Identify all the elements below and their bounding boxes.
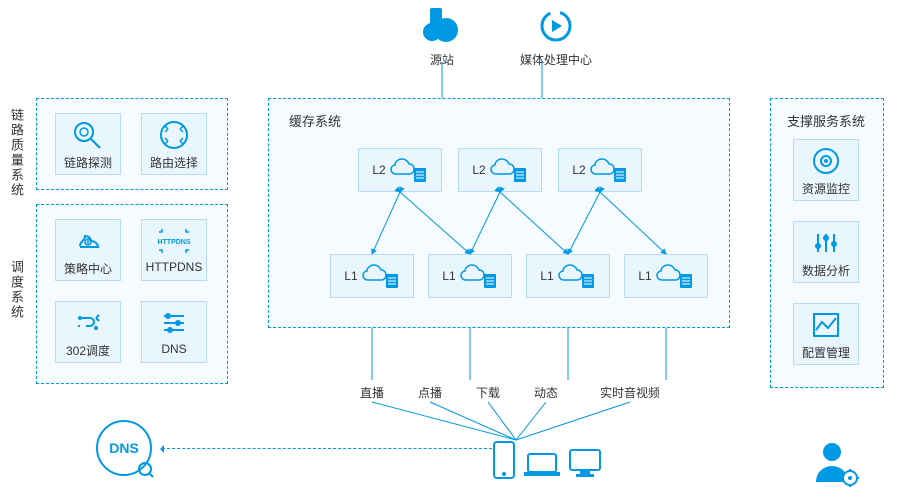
l2-node-1: L2 — [458, 148, 542, 192]
redir-icon — [56, 306, 120, 340]
quality-panel: 链路探测 路由选择 — [36, 98, 228, 190]
support-title: 支撑服务系统 — [787, 111, 865, 130]
analytics-icon — [794, 226, 858, 260]
redir-label: 302调度 — [56, 342, 120, 359]
origin-node: 源站 — [420, 6, 464, 68]
origin-label: 源站 — [420, 51, 464, 68]
l1-label: L1 — [638, 269, 651, 283]
laptop-icon — [522, 450, 562, 480]
l2-node-2: L2 — [558, 148, 642, 192]
l1-node-3: L1 — [624, 254, 708, 298]
support-panel: 支撑服务系统 资源监控 数据分析 配置管理 — [770, 98, 884, 388]
analytics-label: 数据分析 — [794, 262, 858, 279]
cache-title: 缓存系统 — [289, 111, 341, 130]
dns-icon — [142, 306, 206, 340]
l1-node-0: L1 — [330, 254, 414, 298]
httpdns-icon: HTTPDNS — [142, 224, 206, 258]
probe-icon — [56, 118, 120, 152]
desktop-icon — [568, 448, 602, 480]
monitor-label: 资源监控 — [794, 180, 858, 197]
media-label: 媒体处理中心 — [520, 51, 592, 68]
quality-system-title: 链路质量系统 — [10, 108, 26, 198]
svg-text:HTTPDNS: HTTPDNS — [157, 239, 190, 246]
config-icon — [794, 308, 858, 342]
route-icon — [142, 118, 206, 152]
config-box: 配置管理 — [793, 303, 859, 365]
svc-live: 直播 — [360, 384, 384, 401]
svc-download: 下载 — [476, 384, 500, 401]
origin-icon — [420, 6, 464, 46]
route-label: 路由选择 — [142, 154, 206, 171]
monitor-box: 资源监控 — [793, 139, 859, 201]
l2-node-0: L2 — [358, 148, 442, 192]
httpdns-label: HTTPDNS — [142, 260, 206, 274]
devices — [492, 440, 602, 480]
policy-label: 策略中心 — [56, 260, 120, 277]
svc-dynamic: 动态 — [534, 384, 558, 401]
httpdns-box: HTTPDNS HTTPDNS — [141, 219, 207, 281]
analytics-box: 数据分析 — [793, 221, 859, 283]
phone-icon — [492, 440, 516, 480]
media-center-node: 媒体处理中心 — [520, 6, 592, 68]
dns-label: DNS — [142, 342, 206, 356]
config-label: 配置管理 — [794, 344, 858, 361]
dns-circle: DNS — [96, 420, 152, 476]
policy-icon — [56, 224, 120, 258]
svc-rtc: 实时音视频 — [600, 384, 660, 401]
l2-label: L2 — [372, 163, 385, 177]
schedule-panel: 策略中心 HTTPDNS HTTPDNS 302调度 DNS — [36, 204, 228, 384]
policy-box: 策略中心 — [55, 219, 121, 281]
l1-node-2: L1 — [526, 254, 610, 298]
l2-label: L2 — [572, 163, 585, 177]
l2-label: L2 — [472, 163, 485, 177]
l1-label: L1 — [442, 269, 455, 283]
probe-label: 链路探测 — [56, 154, 120, 171]
media-icon — [534, 6, 578, 46]
monitor-icon — [794, 144, 858, 178]
svc-vod: 点播 — [418, 384, 442, 401]
redir-box: 302调度 — [55, 301, 121, 363]
l1-label: L1 — [540, 269, 553, 283]
dns-arrow — [162, 448, 492, 449]
l1-node-1: L1 — [428, 254, 512, 298]
cloud-server-icon — [390, 156, 428, 184]
user-gear-icon — [810, 438, 860, 491]
route-box: 路由选择 — [141, 113, 207, 175]
dns-circle-label: DNS — [109, 440, 139, 456]
l1-label: L1 — [344, 269, 357, 283]
schedule-system-title: 调度系统 — [10, 260, 26, 320]
probe-box: 链路探测 — [55, 113, 121, 175]
dns-box: DNS — [141, 301, 207, 363]
